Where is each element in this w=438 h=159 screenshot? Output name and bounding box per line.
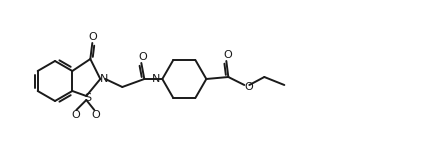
Text: O: O (71, 111, 80, 121)
Text: N: N (100, 74, 108, 84)
Text: O: O (244, 82, 252, 92)
Text: O: O (223, 51, 231, 61)
Text: N: N (152, 74, 160, 84)
Text: O: O (88, 32, 96, 42)
Text: S: S (84, 93, 91, 103)
Text: O: O (138, 52, 146, 62)
Text: O: O (91, 111, 99, 121)
